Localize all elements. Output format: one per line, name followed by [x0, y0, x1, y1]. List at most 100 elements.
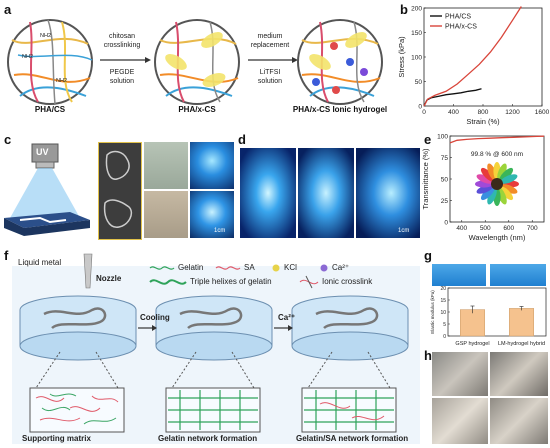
step2-line1: medium — [258, 33, 283, 40]
container-3 — [291, 295, 409, 361]
flower-petal — [500, 184, 518, 194]
step1-line2: crosslinking — [104, 42, 141, 49]
category-label: LM-hydrogel hybrid — [498, 341, 545, 347]
y-tick-label: 100 — [437, 134, 448, 141]
photo-d-glow-2 — [298, 148, 354, 238]
panel-a-schematic: NH2 NH2 NH2 PHA/CS chitosan crosslinking… — [7, 19, 387, 114]
photo-c-grid-2 — [144, 191, 188, 238]
ionic-hydrogel-network — [297, 19, 383, 105]
x-tick-label: 1600 — [535, 109, 550, 116]
photo-d-glow-1 — [240, 148, 296, 238]
photo-h-2 — [490, 352, 548, 396]
nh2-label-1: NH2 — [40, 33, 51, 39]
step2-line2: replacement — [251, 42, 290, 49]
y-tick-label: 200 — [411, 6, 422, 13]
y-tick-label: 5 — [443, 322, 446, 328]
reagent2-line1: LiTFSI — [260, 69, 281, 76]
stress-strain-chart: 0 400 800 1200 1600 0 50 100 150 200 Strain (%) Str… — [397, 6, 550, 127]
y-axis-label: Transmittance (%) — [421, 148, 430, 209]
nozzle-label: Nozzle — [96, 274, 122, 283]
flower-petal — [487, 187, 497, 205]
scale-bar-d: 1cm — [398, 228, 410, 234]
series-line-0 — [449, 135, 545, 144]
reagent1-line1: PEGDE — [110, 69, 135, 76]
photo-h-4 — [490, 398, 548, 444]
reagent1-line2: solution — [110, 78, 134, 85]
transmittance-annotation: 99.8 % @ 600 nm — [471, 151, 523, 158]
panel-b-letter: b — [400, 2, 408, 17]
elastic-modulus-chart: 0 5 10 15 20 Elastic modulus (kPa) GSP hydroge… — [430, 286, 547, 347]
y-tick-label: 0 — [443, 334, 446, 340]
transmittance-chart: 400 500 600 700 0 25 50 75 100 Wavelength (nm) Tra… — [421, 134, 545, 242]
panel-g-letter: g — [424, 248, 432, 263]
flower-petal — [500, 174, 518, 184]
pha-cs-network — [7, 19, 93, 105]
legend-label: PHA/x-CS — [445, 24, 477, 31]
y-tick-label: 10 — [440, 310, 446, 316]
y-axis-label: Stress (kPa) — [397, 36, 406, 78]
ca-step-label: Ca²⁺ — [278, 313, 296, 322]
step1-line1: chitosan — [109, 33, 135, 40]
flower-petal — [499, 167, 514, 182]
photo-h-1 — [432, 352, 488, 396]
flower-petal — [480, 167, 495, 182]
panel-c-letter: c — [4, 132, 12, 147]
y-tick-label: 15 — [440, 298, 446, 304]
flower-petal — [476, 174, 494, 184]
y-tick-label: 75 — [441, 155, 449, 162]
panel-d-letter: d — [238, 132, 246, 147]
x-tick-label: 700 — [527, 225, 538, 232]
photo-c-gel-shapes — [98, 142, 142, 240]
label-pha-x-cs: PHA/x-CS — [178, 105, 216, 114]
legend-ionic-crosslink: Ionic crosslink — [322, 277, 373, 286]
y-axis-label: Elastic modulus (kPa) — [430, 290, 435, 334]
cooling-label: Cooling — [140, 313, 170, 322]
legend-triple-helix: Triple helixes of gelatin — [190, 277, 272, 286]
category-label: GSP hydrogel — [455, 341, 489, 347]
x-tick-label: 0 — [422, 109, 426, 116]
flower-petal — [497, 163, 507, 181]
printing-schematic — [19, 253, 409, 433]
nh2-label-3: NH2 — [56, 78, 67, 84]
container-1 — [19, 295, 137, 361]
caption-supporting-matrix: Supporting matrix — [22, 434, 91, 443]
flower-petal — [480, 186, 495, 201]
panel-h-letter: h — [424, 348, 432, 363]
x-axis-label: Wavelength (nm) — [469, 233, 526, 242]
liquid-metal-label: Liquid metal — [18, 258, 62, 267]
flower-petal — [499, 186, 514, 201]
caption-gelatin-network: Gelatin network formation — [158, 434, 258, 443]
x-tick-label: 400 — [456, 225, 467, 232]
nh2-label-2: NH2 — [22, 54, 33, 60]
y-tick-label: 25 — [441, 198, 449, 205]
zoom-box-1 — [29, 387, 125, 433]
panel-f-letter: f — [4, 248, 9, 263]
y-tick-label: 50 — [415, 79, 423, 86]
photo-c-grid-1 — [144, 142, 188, 189]
panel-a-letter: a — [4, 2, 12, 17]
legend-sa: SA — [244, 263, 255, 272]
y-tick-label: 100 — [411, 55, 422, 62]
plot-frame — [423, 7, 543, 107]
x-tick-label: 500 — [480, 225, 491, 232]
uv-printing-schematic — [4, 143, 90, 236]
x-tick-label: 600 — [503, 225, 514, 232]
photo-g-gsp — [432, 264, 486, 286]
label-pha-cs: PHA/CS — [35, 105, 66, 114]
x-axis-label: Strain (%) — [466, 117, 500, 126]
legend-gelatin: Gelatin — [178, 263, 204, 272]
photo-g-hybrid — [490, 264, 546, 286]
scale-bar-c: 1cm — [214, 228, 226, 234]
legend-label: PHA/CS — [445, 14, 471, 21]
x-tick-label: 800 — [478, 109, 489, 116]
legend-ca: Ca²⁺ — [332, 263, 350, 272]
y-tick-label: 0 — [418, 104, 422, 111]
reagent2-line2: solution — [258, 78, 282, 85]
photo-d-glow-3 — [356, 148, 420, 238]
bar-0 — [460, 309, 485, 337]
series-line-PHA/x-CS — [423, 6, 522, 107]
container-2 — [155, 295, 273, 361]
photo-h-3 — [432, 398, 488, 444]
legend-kcl: KCl — [284, 263, 297, 272]
label-ionic-hydrogel: PHA/x-CS Ionic hydrogel — [293, 105, 387, 114]
